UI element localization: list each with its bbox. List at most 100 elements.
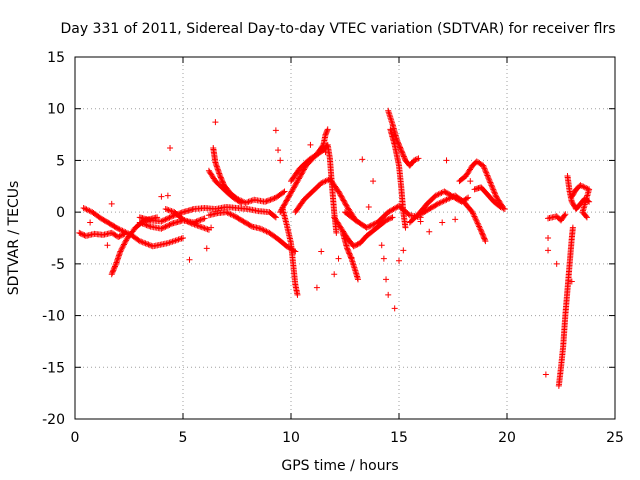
data-point	[112, 262, 119, 269]
data-point	[212, 158, 219, 165]
data-point	[190, 221, 197, 228]
data-point	[415, 155, 422, 162]
data-point	[439, 198, 446, 205]
data-point	[399, 149, 406, 156]
data-point	[86, 207, 93, 214]
data-point	[201, 215, 208, 222]
data-point	[248, 197, 255, 204]
data-point	[391, 140, 398, 147]
data-point	[336, 191, 343, 198]
data-point	[467, 165, 474, 172]
data-point	[83, 206, 90, 213]
data-point	[203, 225, 210, 232]
x-tick-labels: 0 5 10 15 20 25	[71, 430, 624, 446]
data-point	[476, 223, 483, 230]
data-point	[266, 197, 273, 204]
data-point	[490, 186, 497, 193]
data-point	[348, 254, 355, 261]
data-point	[333, 185, 340, 192]
data-point	[272, 234, 279, 241]
data-point	[281, 241, 288, 248]
y-tick-label: -5	[51, 257, 65, 273]
data-point	[569, 226, 576, 233]
data-point	[165, 222, 172, 229]
data-point	[311, 152, 318, 159]
data-point	[490, 187, 497, 194]
data-point	[471, 213, 478, 220]
data-point	[364, 224, 371, 231]
data-point	[143, 222, 150, 229]
data-point	[353, 242, 360, 249]
data-point	[399, 150, 406, 157]
data-point	[177, 214, 184, 221]
data-point	[467, 178, 474, 185]
data-point	[474, 219, 481, 226]
data-point	[560, 213, 567, 220]
data-point	[295, 176, 302, 183]
data-point	[281, 201, 288, 208]
data-point	[486, 178, 493, 185]
data-point	[575, 202, 582, 209]
data-point	[275, 147, 282, 154]
data-point	[365, 203, 372, 210]
data-point	[108, 200, 115, 207]
data-point	[262, 227, 269, 234]
data-point	[264, 197, 271, 204]
data-point	[436, 200, 443, 207]
data-point	[203, 245, 210, 252]
data-point	[279, 205, 286, 212]
data-point	[484, 172, 491, 179]
data-point	[354, 274, 361, 281]
data-point	[342, 200, 348, 207]
data-point	[580, 183, 587, 190]
data-point	[361, 223, 368, 230]
data-point	[545, 235, 552, 241]
data-point	[141, 239, 148, 246]
data-point	[191, 221, 198, 228]
data-point	[386, 215, 393, 222]
data-point	[481, 236, 488, 243]
data-point	[438, 189, 445, 196]
data-point	[348, 240, 355, 247]
data-point	[393, 204, 400, 211]
data-point	[458, 197, 465, 204]
data-point	[130, 227, 137, 234]
data-point	[226, 210, 233, 217]
data-point	[136, 219, 143, 226]
data-point	[204, 226, 211, 233]
data-point	[287, 238, 294, 245]
data-point	[435, 191, 442, 198]
data-point	[578, 182, 585, 189]
data-point	[109, 268, 116, 275]
data-point	[446, 195, 453, 202]
data-point	[142, 240, 149, 247]
data-point	[288, 188, 295, 195]
data-point	[409, 159, 416, 166]
data-point	[487, 180, 494, 187]
y-axis-label: SDTVAR / TECUs	[6, 181, 22, 296]
data-point	[400, 152, 407, 159]
data-points	[76, 107, 593, 389]
data-point	[483, 169, 490, 176]
data-point	[501, 206, 508, 213]
data-point	[413, 213, 420, 220]
data-point	[87, 219, 94, 226]
data-point	[158, 193, 165, 200]
data-point	[216, 170, 223, 177]
data-point	[292, 181, 299, 188]
data-point	[208, 224, 215, 231]
data-point	[491, 189, 498, 196]
data-point	[260, 227, 267, 234]
data-point	[120, 228, 127, 235]
data-point	[439, 219, 446, 226]
data-point	[344, 246, 351, 253]
data-point	[213, 210, 220, 217]
data-point	[370, 178, 377, 185]
data-point	[352, 267, 359, 274]
data-point	[383, 211, 390, 218]
data-point	[164, 192, 171, 199]
data-point	[270, 195, 277, 202]
data-point	[463, 195, 470, 202]
data-point	[285, 193, 292, 200]
